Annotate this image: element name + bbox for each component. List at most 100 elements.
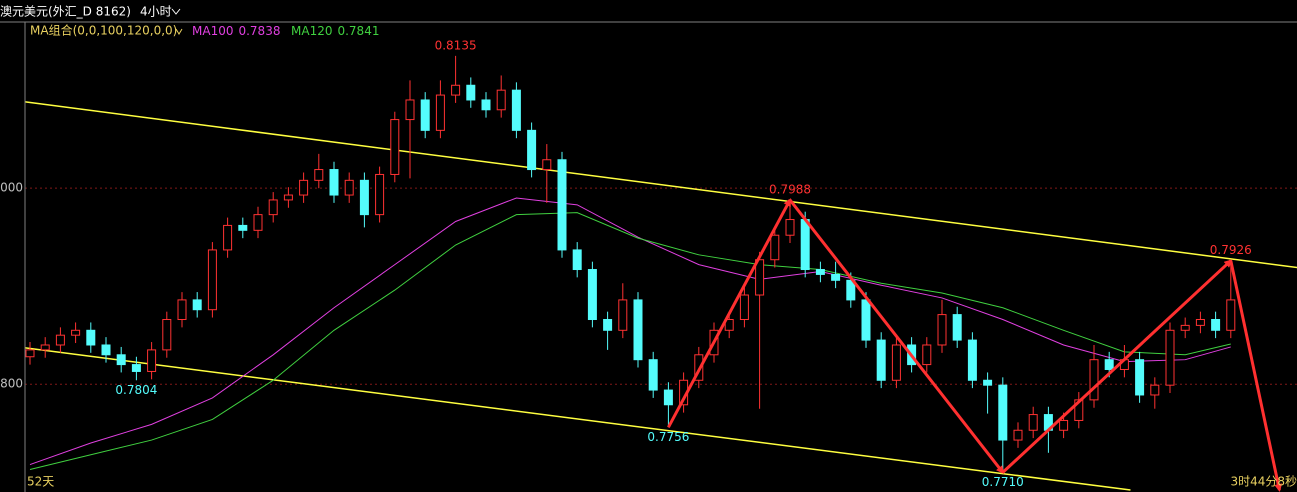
candle-body: [86, 329, 96, 346]
legend-value: 0.7838: [238, 24, 280, 38]
candle-body: [299, 179, 309, 196]
candle-body: [101, 344, 111, 356]
plot: 0.8135 0.7988 0.7926 0.7804 0.7756 0.7710: [25, 38, 1297, 492]
candle-body: [344, 179, 354, 196]
indicator-label[interactable]: MA组合(0,0,100,120,0,0): [30, 23, 177, 38]
candle-body: [1059, 419, 1069, 431]
trendline: [25, 347, 1131, 491]
zigzag-segment: [667, 198, 792, 429]
candle-body: [557, 159, 567, 251]
price-annotation: 0.8135: [435, 38, 477, 52]
candle-body: [223, 224, 233, 251]
zigzag-segment: [1001, 259, 1233, 474]
indicator-dropdown-icon[interactable]: [175, 28, 183, 35]
period-dropdown-icon[interactable]: [171, 8, 181, 15]
candle-body: [405, 99, 415, 121]
candle-body: [1226, 299, 1236, 331]
candle-body: [71, 329, 81, 336]
candle-body: [724, 319, 734, 331]
candle-body: [451, 84, 461, 96]
candle-body: [648, 359, 658, 391]
candle-body: [25, 349, 35, 358]
footer-label: 52天: [27, 475, 54, 489]
candle-body: [1195, 319, 1205, 326]
candle-body: [496, 89, 506, 111]
ma-line: [29, 197, 1231, 466]
candle-body: [177, 299, 187, 321]
candle-body: [527, 129, 537, 171]
candle-body: [952, 314, 962, 341]
candle-body: [131, 364, 141, 372]
candle-body: [238, 224, 248, 231]
candle-body: [542, 159, 552, 171]
candle-body: [937, 314, 947, 346]
candle-body: [603, 319, 613, 331]
candle-body: [162, 319, 172, 351]
candle-body: [876, 339, 886, 381]
legend-name: MA120: [291, 24, 332, 38]
candle-body: [998, 384, 1008, 441]
candle-body: [1013, 429, 1023, 441]
candle-body: [192, 299, 202, 311]
candle-body: [1089, 359, 1099, 401]
candle-body: [1150, 384, 1160, 396]
candle-body: [663, 389, 673, 406]
candle-body: [420, 99, 430, 131]
candle-body: [283, 194, 293, 201]
candle-body: [815, 269, 825, 275]
candle-body: [116, 354, 126, 366]
y-tick-label: 0.7800: [0, 377, 23, 391]
price-annotation: 0.7756: [647, 430, 689, 444]
ma-line: [29, 212, 1231, 470]
candle-body: [572, 249, 582, 271]
price-annotation: 0.7926: [1210, 243, 1252, 257]
candle-body: [922, 344, 932, 366]
candle-body: [846, 279, 856, 301]
candle-body: [147, 349, 157, 372]
legend-entry: MA120 0.7841: [291, 24, 379, 38]
instrument-title: 澳元美元(外汇_D 8162): [0, 5, 131, 19]
candle-body: [314, 169, 324, 181]
candle-body: [587, 269, 597, 321]
candle-body: [1028, 414, 1038, 431]
trendline: [25, 101, 1297, 269]
candle-body: [633, 299, 643, 361]
candle-body: [375, 173, 385, 216]
period-selector[interactable]: 4小时: [140, 5, 172, 19]
candle-body: [268, 199, 278, 216]
candle-body: [1165, 329, 1175, 386]
price-annotation: 0.7804: [115, 383, 157, 397]
candle-body: [1211, 319, 1221, 331]
legend-value: 0.7841: [337, 24, 379, 38]
candle-body: [1135, 359, 1145, 396]
candle-body: [831, 273, 841, 281]
candle-body: [1180, 324, 1190, 331]
candle-body: [891, 344, 901, 381]
candle-body: [770, 234, 780, 261]
candle-body: [253, 214, 263, 231]
candle-body: [481, 99, 491, 111]
candle-body: [511, 89, 521, 131]
candle-body: [785, 219, 795, 236]
y-tick-label: 0.8000: [0, 181, 23, 195]
price-annotation: 0.7988: [769, 182, 811, 196]
legend-name: MA100: [192, 24, 233, 38]
legend-entry: MA100 0.7838: [192, 24, 280, 38]
candle-body: [390, 119, 400, 175]
price-annotation: 0.7710: [982, 475, 1024, 489]
candle-body: [739, 294, 749, 321]
candle-body: [435, 94, 445, 131]
candle-body: [1104, 359, 1114, 370]
zigzag-segment: [1229, 260, 1283, 492]
candle-body: [983, 379, 993, 386]
candle-body: [40, 344, 50, 351]
candle-body: [359, 179, 369, 216]
candle-body: [618, 299, 628, 331]
countdown: 3时44分8秒: [1230, 475, 1297, 489]
header-bar: [0, 0, 1297, 22]
candle-body: [861, 299, 871, 341]
candle-body: [55, 334, 65, 346]
candle-body: [967, 339, 977, 381]
